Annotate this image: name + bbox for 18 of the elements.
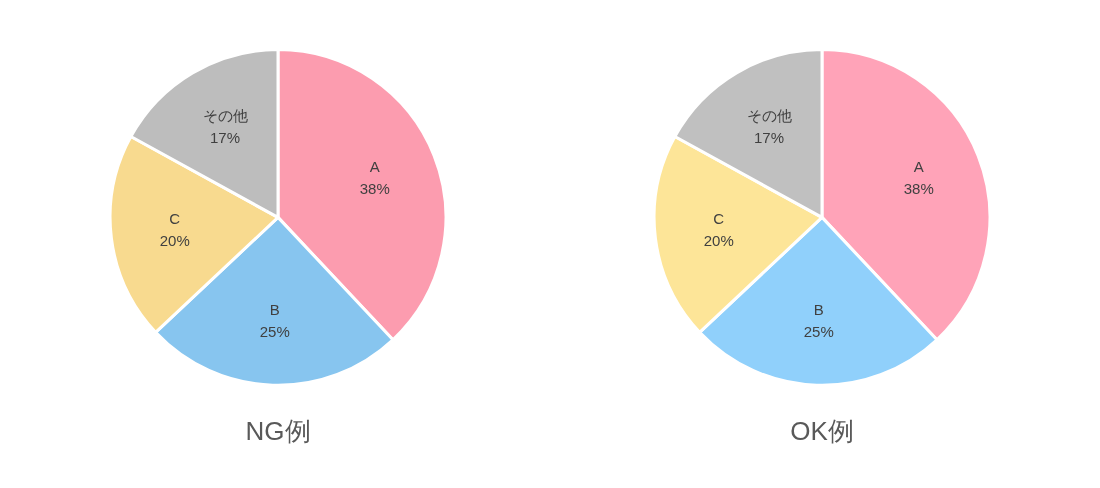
data-label: 17% — [753, 128, 785, 146]
slice-label: その他 — [746, 106, 792, 124]
data-label: 17% — [209, 128, 241, 146]
slice-label: A — [913, 158, 924, 176]
text: OK例 — [790, 415, 854, 446]
data-label: 38% — [359, 180, 390, 198]
slice-label: その他 — [202, 106, 248, 124]
data-label: 20% — [703, 231, 734, 249]
data-label: 38% — [903, 180, 934, 198]
slice-label: A — [369, 158, 380, 176]
slice-label: C — [713, 209, 725, 227]
data-label: 25% — [803, 322, 834, 340]
text: NG例 — [245, 415, 311, 446]
data-label: 25% — [259, 322, 290, 340]
data-label: 20% — [159, 231, 190, 249]
slice-label: B — [813, 300, 824, 318]
slice-label: B — [269, 300, 280, 318]
slice-label: C — [169, 209, 181, 227]
